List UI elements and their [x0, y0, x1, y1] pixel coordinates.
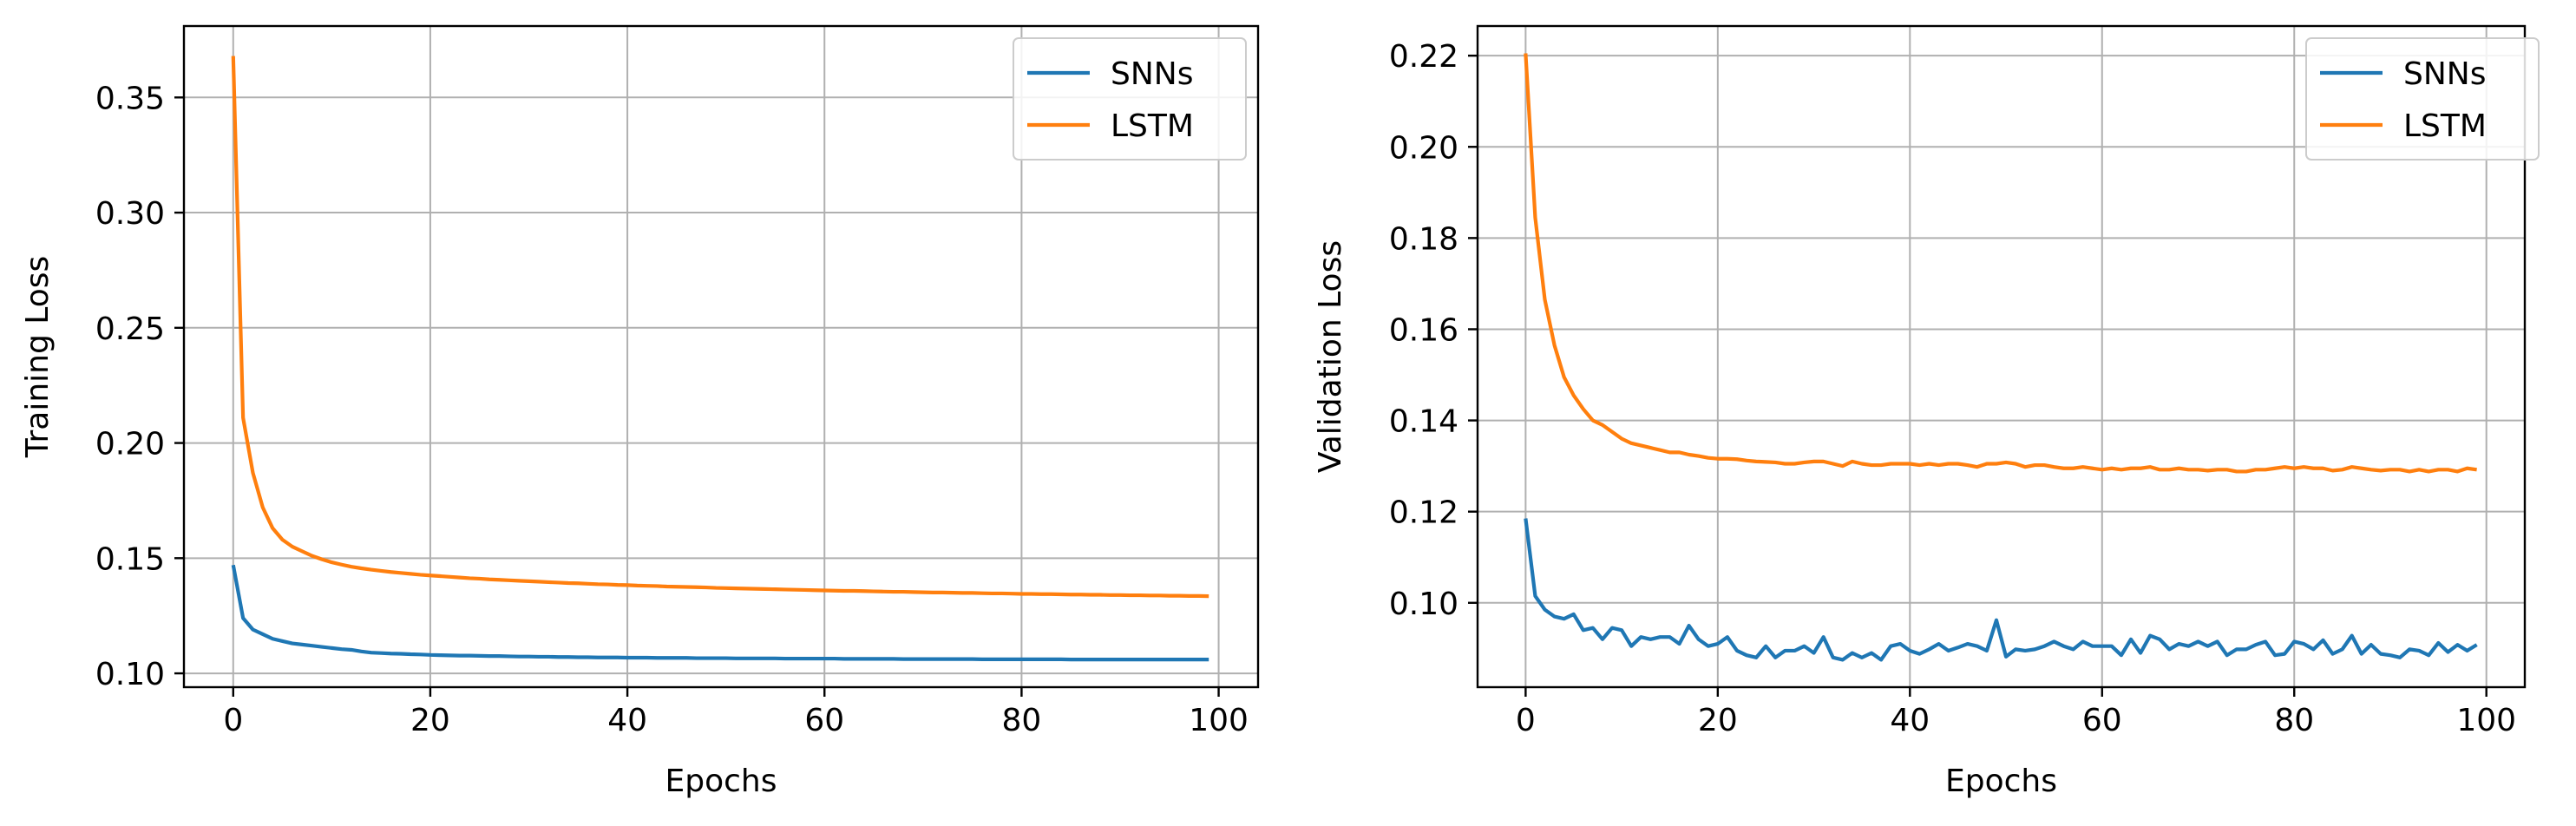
series-line-snns	[1524, 518, 2478, 662]
y-tick-label: 0.25	[95, 311, 165, 347]
y-tick-label: 0.35	[95, 81, 165, 116]
x-axis-label: Epochs	[1945, 764, 2057, 799]
x-tick-label: 60	[2082, 703, 2122, 738]
x-axis-label: Epochs	[665, 764, 777, 799]
y-tick-label: 0.10	[95, 657, 165, 692]
y-axis-label: Training Loss	[20, 256, 56, 458]
x-tick-label: 0	[223, 703, 243, 738]
x-tick-label: 100	[2456, 703, 2516, 738]
y-tick-label: 0.18	[1389, 221, 1458, 257]
series-line-lstm	[1524, 53, 2477, 474]
y-tick-label: 0.15	[95, 541, 165, 577]
series-line-snns	[231, 564, 1209, 662]
legend-label-lstm: LSTM	[2403, 108, 2487, 144]
x-tick-label: 80	[2274, 703, 2314, 738]
validation-loss-panel: 0 20 40 60 80 100 0.10 0.12 0.14 0.16 0.18 0.20 0.22…	[1313, 24, 2540, 799]
y-axis-label: Validation Loss	[1313, 240, 1348, 473]
x-tick-label: 20	[1698, 703, 1738, 738]
legend-label-lstm: LSTM	[1111, 108, 1194, 144]
y-tick-label: 0.10	[1389, 587, 1458, 622]
x-tick-label: 100	[1189, 703, 1249, 738]
x-tick-label: 40	[1890, 703, 1930, 738]
x-tick-label: 40	[607, 703, 647, 738]
legend: SNNs LSTM	[2305, 37, 2540, 161]
legend: SNNs LSTM	[1013, 37, 1247, 161]
series-line-lstm	[231, 56, 1209, 599]
x-tick-label: 0	[1516, 703, 1536, 738]
legend-box	[1013, 37, 1247, 161]
y-tick-label: 0.14	[1389, 404, 1458, 440]
training-loss-panel: 0 20 40 60 80 100 0.10 0.15 0.20 0.25 0.30 0.35 Epoc…	[20, 24, 1260, 799]
legend-box	[2305, 37, 2540, 161]
y-tick-label: 0.22	[1389, 39, 1458, 75]
y-tick-label: 0.20	[1389, 130, 1458, 166]
x-tick-label: 60	[804, 703, 844, 738]
axes-frame	[182, 24, 1260, 689]
y-tick-label: 0.16	[1389, 312, 1458, 348]
y-tick-label: 0.30	[95, 196, 165, 232]
axes-frame	[1476, 24, 2527, 689]
y-tick-label: 0.20	[95, 427, 165, 462]
y-tick-label: 0.12	[1389, 495, 1458, 531]
legend-label-snns: SNNs	[2403, 56, 2486, 92]
x-tick-label: 80	[1002, 703, 1042, 738]
legend-label-snns: SNNs	[1111, 56, 1193, 92]
x-tick-label: 20	[410, 703, 450, 738]
